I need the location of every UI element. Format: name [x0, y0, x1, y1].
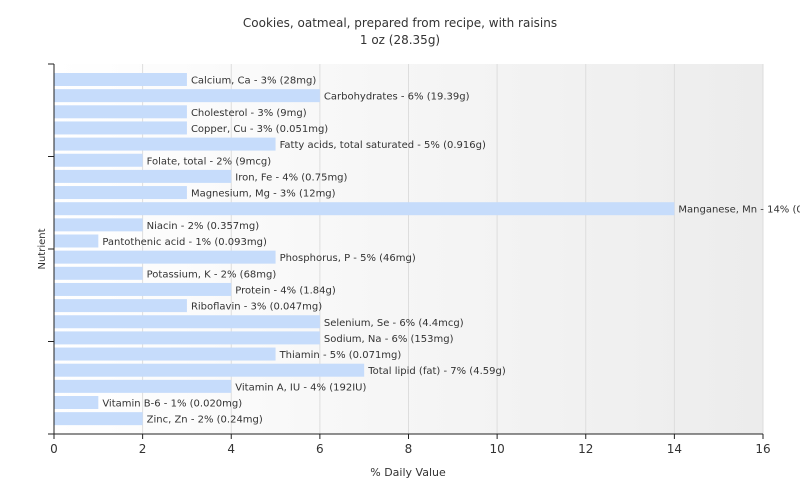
x-tick-label: 0 [50, 442, 58, 456]
x-tick-label: 12 [578, 442, 593, 456]
data-label: Niacin - 2% (0.357mg) [147, 221, 260, 232]
x-tick-label: 8 [405, 442, 413, 456]
data-label: Sodium, Na - 6% (153mg) [324, 334, 454, 345]
bar [54, 363, 365, 377]
data-label: Manganese, Mn - 14% (0.280mg) [678, 205, 800, 216]
bars: Calcium, Ca - 3% (28mg) Carbohydrates - 6… [54, 73, 800, 426]
bar [54, 266, 143, 280]
data-label: Fatty acids, total saturated - 5% (0.916… [280, 140, 486, 151]
bar [54, 396, 99, 409]
bar [54, 250, 276, 264]
bar [54, 412, 143, 426]
bar [54, 282, 232, 296]
data-label: Calcium, Ca - 3% (28mg) [191, 76, 316, 87]
x-tick-label: 6 [316, 442, 324, 456]
bar [54, 234, 99, 248]
bar [54, 347, 276, 361]
data-label: Cholesterol - 3% (9mg) [191, 108, 307, 119]
data-label: Magnesium, Mg - 3% (12mg) [191, 189, 336, 200]
data-label: Zinc, Zn - 2% (0.24mg) [147, 415, 263, 426]
x-tick-label: 14 [667, 442, 682, 456]
data-label: Folate, total - 2% (9mcg) [147, 156, 272, 167]
bar [54, 169, 232, 183]
data-label: Riboflavin - 3% (0.047mg) [191, 302, 322, 313]
x-tick-label: 4 [227, 442, 235, 456]
data-label: Protein - 4% (1.84g) [235, 285, 336, 296]
bar [54, 218, 143, 232]
bar [54, 379, 232, 393]
bar [54, 202, 675, 216]
x-tick-label: 16 [755, 442, 770, 456]
data-label: Total lipid (fat) - 7% (4.59g) [367, 366, 506, 377]
bar [54, 331, 320, 345]
bar [54, 315, 320, 329]
bar [54, 186, 187, 200]
x-tick-label: 2 [139, 442, 147, 456]
data-label: Potassium, K - 2% (68mg) [147, 269, 277, 280]
bar [54, 89, 320, 103]
data-label: Pantothenic acid - 1% (0.093mg) [102, 237, 267, 248]
data-label: Vitamin B-6 - 1% (0.020mg) [102, 399, 242, 410]
data-label: Iron, Fe - 4% (0.75mg) [235, 172, 347, 183]
bar [54, 299, 187, 313]
y-axis-title: Nutrient [37, 228, 48, 269]
chart-title: Cookies, oatmeal, prepared from recipe, … [243, 16, 557, 30]
bar [54, 121, 187, 135]
data-label: Thiamin - 5% (0.071mg) [279, 350, 402, 361]
axes: 0 2 4 6 8 10 12 14 16 [48, 63, 771, 456]
x-tick-label: 10 [489, 442, 504, 456]
bar [54, 137, 276, 151]
data-label: Phosphorus, P - 5% (46mg) [280, 253, 416, 264]
x-axis-title: % Daily Value [370, 466, 446, 479]
data-label: Vitamin A, IU - 4% (192IU) [235, 382, 366, 393]
bar [54, 105, 187, 119]
bar [54, 153, 143, 167]
data-label: Copper, Cu - 3% (0.051mg) [191, 124, 328, 135]
chart-subtitle: 1 oz (28.35g) [360, 33, 440, 47]
data-label: Selenium, Se - 6% (4.4mcg) [324, 318, 464, 329]
bar [54, 73, 187, 86]
data-label: Carbohydrates - 6% (19.39g) [324, 92, 470, 103]
